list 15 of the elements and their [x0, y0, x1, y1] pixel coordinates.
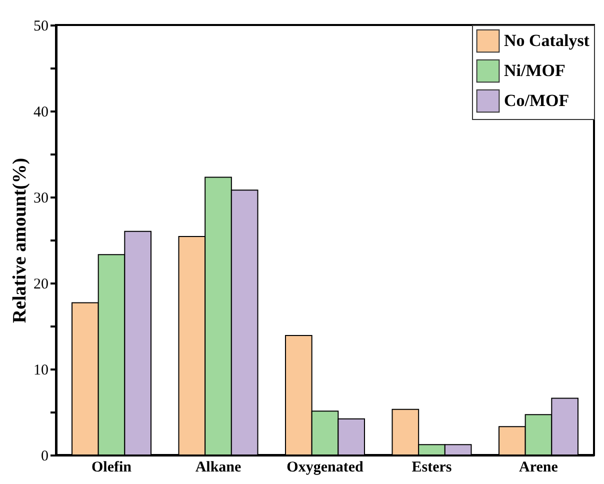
legend-label: No Catalyst	[504, 31, 590, 50]
x-tick-label: Oxygenated	[286, 460, 364, 476]
x-tick-label: Alkane	[195, 460, 242, 476]
y-tick-label: 0	[41, 448, 48, 464]
x-tick-label: Esters	[412, 460, 452, 476]
y-tick-label: 30	[34, 190, 48, 206]
y-tick-label: 50	[34, 18, 48, 34]
legend-label: Ni/MOF	[504, 61, 566, 80]
x-tick-label: Olefin	[92, 460, 132, 476]
y-tick-label: 40	[34, 104, 48, 120]
y-tick-label: 10	[34, 362, 48, 378]
x-tick-label: Arene	[519, 460, 558, 476]
legend-label: Co/MOF	[504, 91, 570, 110]
y-tick-label: 20	[34, 276, 48, 292]
y-axis-title: Relative amount(%)	[10, 158, 30, 324]
